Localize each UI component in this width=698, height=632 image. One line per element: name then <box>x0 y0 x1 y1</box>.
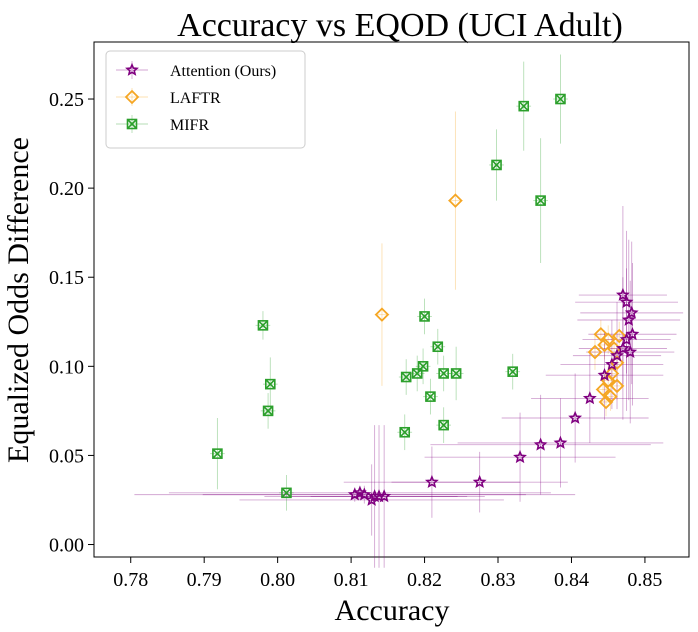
legend-box <box>105 50 306 149</box>
attention-point <box>582 391 597 405</box>
laftr-point <box>595 382 611 397</box>
mifr-point <box>212 448 223 459</box>
data-markers <box>212 93 640 506</box>
attention-point <box>553 435 568 449</box>
x-tick-label: 0.80 <box>260 569 295 591</box>
legend-label-mifr: MIFR <box>170 117 209 134</box>
mifr-point <box>417 361 429 372</box>
laftr-point <box>374 307 390 322</box>
attention-point <box>472 474 487 489</box>
mifr-point <box>264 378 276 390</box>
laftr-point <box>597 337 612 353</box>
attention-point <box>424 474 439 489</box>
y-tick-label: 0.00 <box>49 535 84 557</box>
mifr-point <box>438 419 449 431</box>
mifr-point <box>400 371 412 383</box>
attention-point <box>623 344 638 358</box>
attention-point <box>513 449 527 464</box>
x-tick-label: 0.82 <box>407 569 442 591</box>
attention-point <box>568 410 583 424</box>
laftr-point <box>600 332 616 347</box>
attention-point <box>625 326 640 341</box>
mifr-point <box>507 366 519 377</box>
laftr-point <box>609 378 625 394</box>
mifr-point <box>419 311 430 322</box>
mifr-point <box>535 195 546 206</box>
x-tick-label: 0.78 <box>113 569 148 591</box>
attention-point <box>364 492 379 506</box>
attention-point <box>357 487 372 501</box>
y-tick-label: 0.15 <box>49 267 84 289</box>
legend-marker-mifr <box>126 118 138 130</box>
laftr-point <box>603 389 618 404</box>
x-tick-label: 0.85 <box>627 569 662 591</box>
x-tick-label: 0.79 <box>187 569 222 591</box>
legend-label-attention: Attention (Ours) <box>170 63 276 80</box>
mifr-point <box>491 159 502 171</box>
mifr-point <box>257 320 269 331</box>
laftr-point <box>593 326 609 342</box>
mifr-point <box>438 368 449 379</box>
y-tick-label: 0.10 <box>49 356 84 378</box>
attention-point <box>615 287 630 301</box>
mifr-point <box>281 487 292 499</box>
attention-point <box>619 294 634 309</box>
laftr-point <box>448 193 463 208</box>
mifr-point <box>450 368 462 379</box>
laftr-point <box>611 328 627 344</box>
x-axis-label: Accuracy <box>335 594 450 627</box>
attention-point <box>597 367 612 382</box>
attention-point <box>610 348 624 362</box>
mifr-point <box>262 405 274 417</box>
mifr-point <box>432 341 444 353</box>
y-tick-label: 0.20 <box>49 178 84 200</box>
attention-point <box>377 489 392 503</box>
x-tick-label: 0.84 <box>554 569 589 591</box>
attention-point <box>615 341 630 355</box>
legend-marker-attention <box>125 62 139 76</box>
legend-marker-laftr <box>124 89 140 105</box>
legend-label-laftr: LAFTR <box>170 90 221 107</box>
y-axis-ticks: 0.00 0.05 0.10 0.15 0.20 0.25 <box>49 89 94 557</box>
laftr-point <box>598 394 614 410</box>
x-tick-label: 0.83 <box>481 569 516 591</box>
mifr-point <box>399 426 411 438</box>
plot-frame <box>93 41 690 558</box>
y-tick-label: 0.25 <box>49 89 84 111</box>
mifr-point <box>425 391 436 402</box>
x-axis-ticks: 0.78 0.79 0.80 0.81 0.82 0.83 0.84 0.85 <box>113 557 662 591</box>
mifr-point <box>518 100 530 112</box>
y-axis-label: Equalized Odds Difference <box>2 137 35 463</box>
attention-point <box>533 437 548 451</box>
y-tick-label: 0.05 <box>49 445 84 467</box>
attention-point <box>621 312 636 326</box>
laftr-point <box>587 344 603 360</box>
legend: Attention (Ours) LAFTR MIFR <box>105 50 306 149</box>
mifr-point <box>555 93 566 105</box>
attention-point <box>624 305 639 319</box>
chart-title: Accuracy vs EQOD (UCI Adult) <box>177 7 623 44</box>
attention-point <box>604 357 619 371</box>
x-tick-label: 0.81 <box>334 569 369 591</box>
